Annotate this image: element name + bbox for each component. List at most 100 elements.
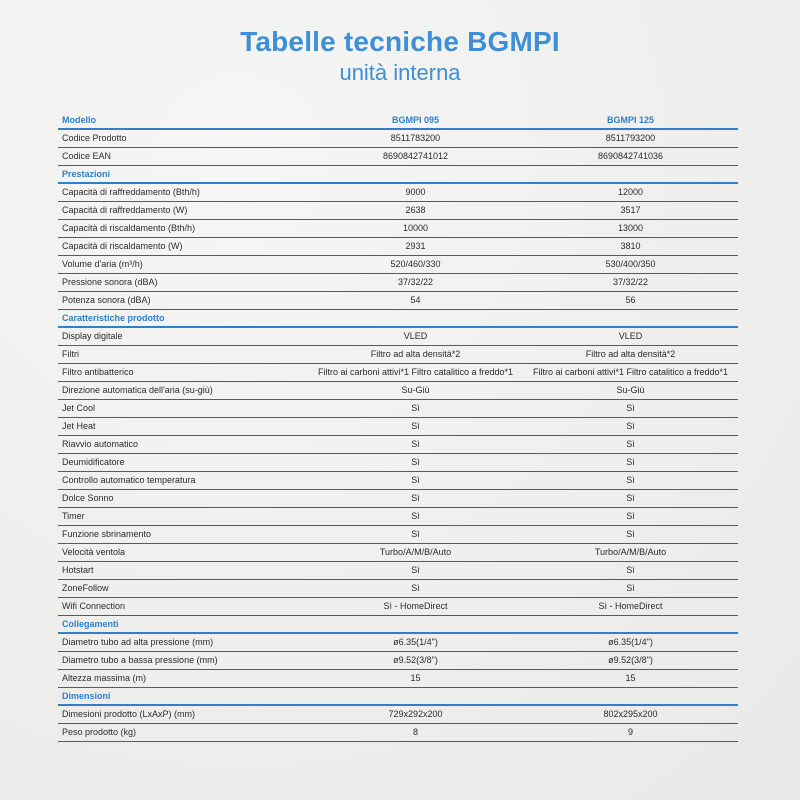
- section-header-row: Prestazioni: [58, 165, 738, 184]
- cell-bgmpi-125: Turbo/A/M/B/Auto: [523, 543, 738, 562]
- cell-bgmpi-125: 3517: [523, 201, 738, 220]
- table-header-row: Modello BGMPI 095 BGMPI 125: [58, 111, 738, 130]
- cell-bgmpi-095: ø9.52(3/8"): [308, 651, 523, 670]
- row-label: Jet Heat: [58, 417, 308, 436]
- cell-bgmpi-125: Sì: [523, 579, 738, 598]
- cell-bgmpi-095: Sì: [308, 453, 523, 472]
- row-label: Deumidificatore: [58, 453, 308, 472]
- row-label: Dimesioni prodotto (LxAxP) (mm): [58, 705, 308, 724]
- cell-bgmpi-095: Sì: [308, 435, 523, 454]
- row-label: Filtri: [58, 345, 308, 364]
- section-title: Dimensioni: [58, 687, 738, 706]
- table-body: Codice Prodotto 8511783200 8511793200 Codic…: [58, 129, 738, 742]
- row-label: Diametro tubo a bassa pressione (mm): [58, 651, 308, 670]
- row-label: Filtro antibatterico: [58, 363, 308, 382]
- column-header-bgmpi-095: BGMPI 095: [308, 111, 523, 130]
- table-row: Funzione sbrinamento Sì Sì: [58, 525, 738, 544]
- row-label: Peso prodotto (kg): [58, 723, 308, 742]
- row-label: ZoneFollow: [58, 579, 308, 598]
- cell-bgmpi-095: 729x292x200: [308, 705, 523, 724]
- cell-bgmpi-125: Sì: [523, 489, 738, 508]
- table-row: Peso prodotto (kg) 8 9: [58, 723, 738, 742]
- cell-bgmpi-125: Sì: [523, 507, 738, 526]
- page-subtitle: unità interna: [339, 60, 461, 85]
- cell-bgmpi-125: 15: [523, 669, 738, 688]
- cell-bgmpi-095: 54: [308, 291, 523, 310]
- table-row: Hotstart Sì Sì: [58, 561, 738, 580]
- section-title: Collegamenti: [58, 615, 738, 634]
- cell-bgmpi-095: Sì: [308, 417, 523, 436]
- table-row: Filtro antibatterico Filtro ai carboni at…: [58, 363, 738, 382]
- table-row: Controllo automatico temperatura Sì Sì: [58, 471, 738, 490]
- table-row: Jet Cool Sì Sì: [58, 399, 738, 418]
- table-row: Codice Prodotto 8511783200 8511793200: [58, 129, 738, 148]
- table-row: Filtri Filtro ad alta densità*2 Filtro ad …: [58, 345, 738, 364]
- section-header-row: Collegamenti: [58, 615, 738, 634]
- cell-bgmpi-095: Filtro ai carboni attivi*1 Filtro catali…: [308, 363, 523, 382]
- cell-bgmpi-125: VLED: [523, 327, 738, 346]
- cell-bgmpi-095: Sì - HomeDirect: [308, 597, 523, 616]
- table-row: Diametro tubo a bassa pressione (mm) ø9.5…: [58, 651, 738, 670]
- cell-bgmpi-095: Su-Giù: [308, 381, 523, 400]
- table-row: Pressione sonora (dBA) 37/32/22 37/32/22: [58, 273, 738, 292]
- table-row: Capacità di riscaldamento (W) 2931 3810: [58, 237, 738, 256]
- table-row: Deumidificatore Sì Sì: [58, 453, 738, 472]
- cell-bgmpi-125: Filtro ai carboni attivi*1 Filtro catali…: [523, 363, 738, 382]
- cell-bgmpi-125: Sì: [523, 453, 738, 472]
- cell-bgmpi-125: 13000: [523, 219, 738, 238]
- row-label: Hotstart: [58, 561, 308, 580]
- cell-bgmpi-125: Sì - HomeDirect: [523, 597, 738, 616]
- table-row: Volume d'aria (m³/h) 520/460/330 530/400/3…: [58, 255, 738, 274]
- cell-bgmpi-095: Sì: [308, 525, 523, 544]
- section-header-row: Caratteristiche prodotto: [58, 309, 738, 328]
- table-row: Potenza sonora (dBA) 54 56: [58, 291, 738, 310]
- cell-bgmpi-095: ø6.35(1/4"): [308, 633, 523, 652]
- table-row: Timer Sì Sì: [58, 507, 738, 526]
- table-row: Capacità di raffreddamento (W) 2638 3517: [58, 201, 738, 220]
- cell-bgmpi-095: 8690842741012: [308, 147, 523, 166]
- cell-bgmpi-125: Sì: [523, 417, 738, 436]
- row-label: Codice Prodotto: [58, 129, 308, 148]
- row-label: Jet Cool: [58, 399, 308, 418]
- table-row: Jet Heat Sì Sì: [58, 417, 738, 436]
- row-label: Riavvio automatico: [58, 435, 308, 454]
- table-row: Capacità di riscaldamento (Bth/h) 10000 13…: [58, 219, 738, 238]
- table-row: Altezza massima (m) 15 15: [58, 669, 738, 688]
- row-label: Diametro tubo ad alta pressione (mm): [58, 633, 308, 652]
- cell-bgmpi-125: 530/400/350: [523, 255, 738, 274]
- cell-bgmpi-095: 8: [308, 723, 523, 742]
- table-row: Display digitale VLED VLED: [58, 327, 738, 346]
- row-label: Direzione automatica dell'aria (su-giù): [58, 381, 308, 400]
- cell-bgmpi-095: Sì: [308, 399, 523, 418]
- cell-bgmpi-125: Sì: [523, 561, 738, 580]
- cell-bgmpi-095: 2931: [308, 237, 523, 256]
- row-label: Capacità di raffreddamento (W): [58, 201, 308, 220]
- cell-bgmpi-125: 3810: [523, 237, 738, 256]
- cell-bgmpi-095: Sì: [308, 507, 523, 526]
- table-row: Dolce Sonno Sì Sì: [58, 489, 738, 508]
- table-row: Riavvio automatico Sì Sì: [58, 435, 738, 454]
- row-label: Dolce Sonno: [58, 489, 308, 508]
- cell-bgmpi-095: Turbo/A/M/B/Auto: [308, 543, 523, 562]
- cell-bgmpi-125: 12000: [523, 183, 738, 202]
- row-label: Velocità ventola: [58, 543, 308, 562]
- column-header-bgmpi-125: BGMPI 125: [523, 111, 738, 130]
- cell-bgmpi-095: 520/460/330: [308, 255, 523, 274]
- cell-bgmpi-125: Sì: [523, 525, 738, 544]
- row-label: Capacità di raffreddamento (Bth/h): [58, 183, 308, 202]
- table-row: Velocità ventola Turbo/A/M/B/Auto Turbo/A/…: [58, 543, 738, 562]
- cell-bgmpi-125: Sì: [523, 471, 738, 490]
- cell-bgmpi-125: Filtro ad alta densità*2: [523, 345, 738, 364]
- cell-bgmpi-125: 37/32/22: [523, 273, 738, 292]
- cell-bgmpi-125: Sì: [523, 435, 738, 454]
- cell-bgmpi-095: Sì: [308, 489, 523, 508]
- row-label: Timer: [58, 507, 308, 526]
- column-header-model: Modello: [58, 111, 308, 130]
- cell-bgmpi-095: 37/32/22: [308, 273, 523, 292]
- spec-table: Modello BGMPI 095 BGMPI 125 Codice Prodo…: [58, 111, 738, 742]
- row-label: Capacità di riscaldamento (Bth/h): [58, 219, 308, 238]
- row-label: Controllo automatico temperatura: [58, 471, 308, 490]
- cell-bgmpi-095: 10000: [308, 219, 523, 238]
- section-title: Caratteristiche prodotto: [58, 309, 738, 328]
